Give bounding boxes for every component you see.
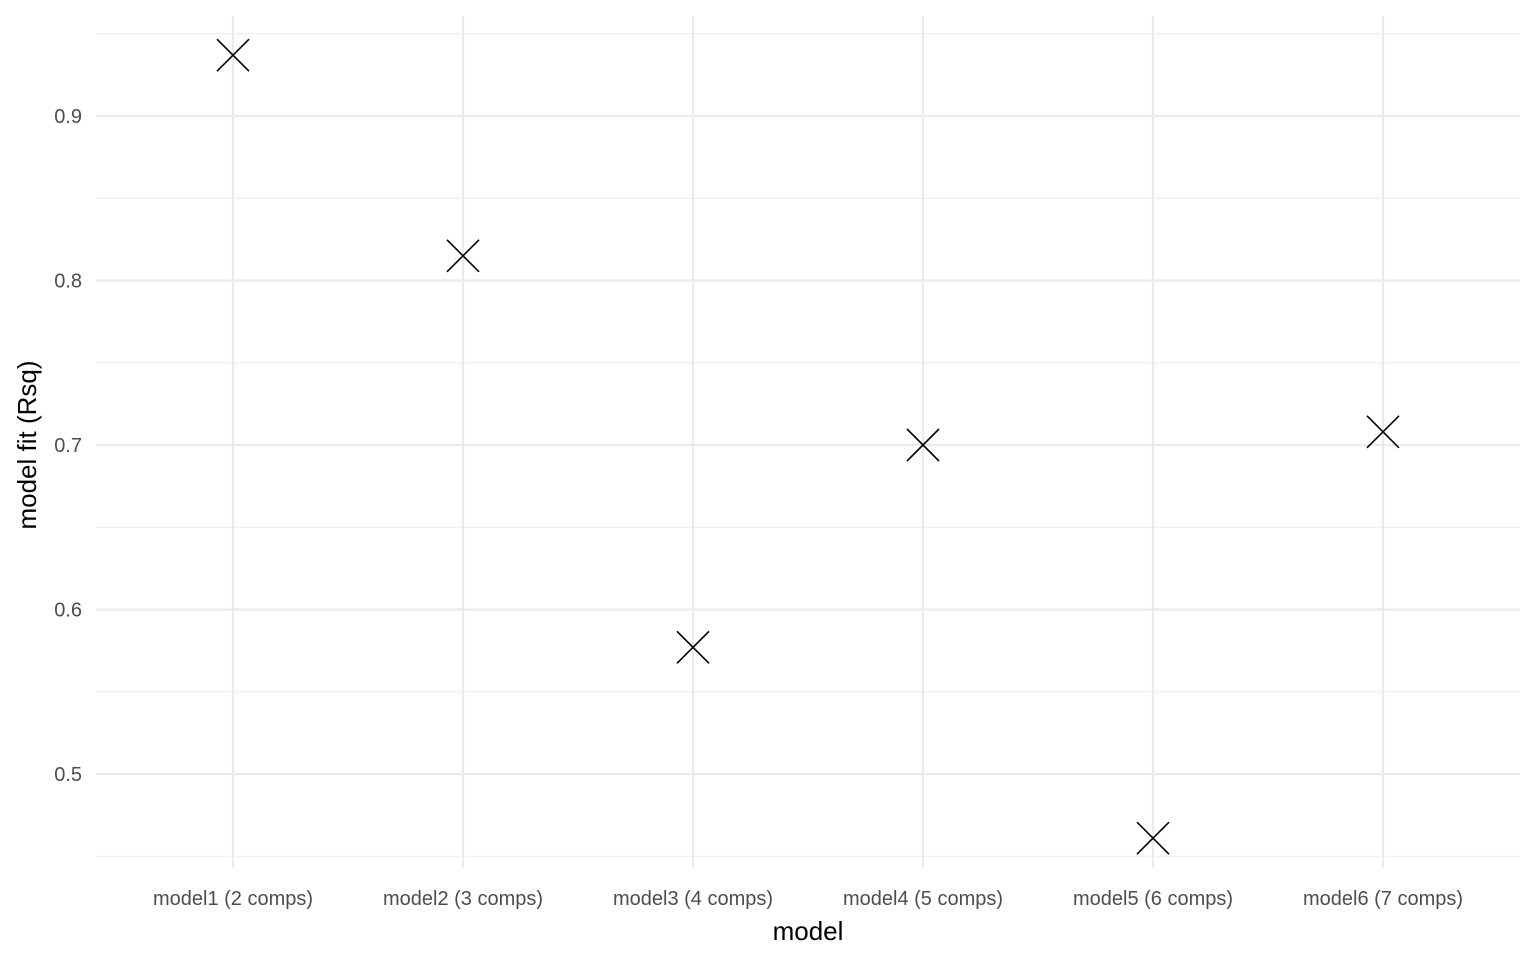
y-tick-label: 0.9 <box>54 106 82 128</box>
data-point <box>1136 821 1170 855</box>
x-tick-label: model1 (2 comps) <box>153 888 313 910</box>
y-axis-tick-labels: 0.5 0.6 0.7 0.8 0.9 <box>54 106 82 786</box>
x-tick-label: model4 (5 comps) <box>843 888 1003 910</box>
y-tick-label: 0.8 <box>54 271 82 293</box>
y-axis-title: model fit (Rsq) <box>12 360 42 529</box>
data-point <box>216 38 250 72</box>
grid-lines <box>96 16 1520 868</box>
data-point <box>1366 415 1400 449</box>
data-point <box>446 239 480 273</box>
data-point <box>676 630 710 664</box>
x-axis-tick-labels: model1 (2 comps) model2 (3 comps) model3 (… <box>153 888 1463 910</box>
x-tick-label: model5 (6 comps) <box>1073 888 1233 910</box>
y-tick-label: 0.5 <box>54 764 82 786</box>
data-points <box>216 38 1400 855</box>
data-point <box>906 428 940 462</box>
y-tick-label: 0.7 <box>54 435 82 457</box>
y-tick-label: 0.6 <box>54 600 82 622</box>
x-tick-label: model6 (7 comps) <box>1303 888 1463 910</box>
x-axis-title: model <box>773 916 844 946</box>
x-tick-label: model2 (3 comps) <box>383 888 543 910</box>
x-tick-label: model3 (4 comps) <box>613 888 773 910</box>
